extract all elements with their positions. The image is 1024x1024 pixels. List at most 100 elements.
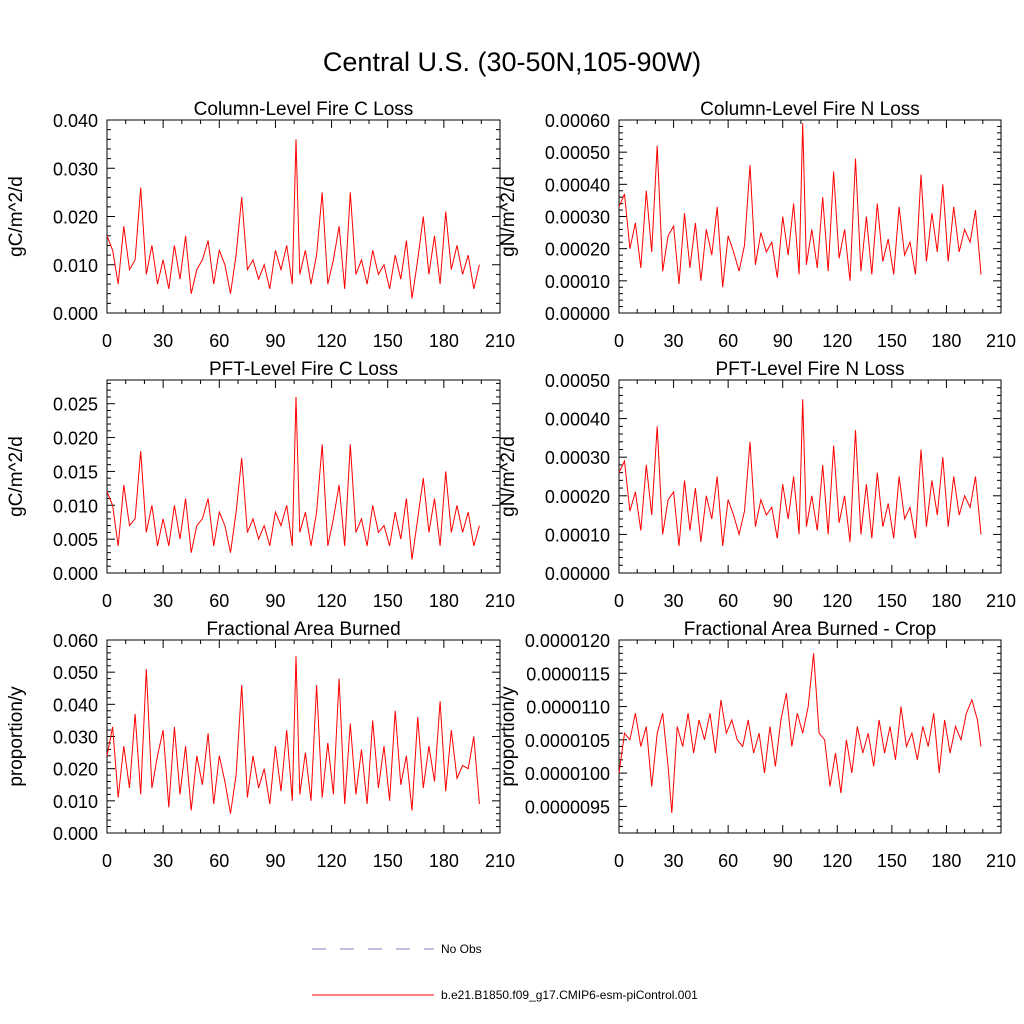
x-tick-label: 30: [664, 851, 684, 871]
x-tick-label: 120: [822, 851, 852, 871]
x-tick-label: 30: [153, 591, 173, 611]
y-tick-label: 0.00040: [545, 175, 610, 195]
y-tick-label: 0.000: [53, 824, 98, 844]
series-line-pft-level-fire-c-loss: [106, 396, 480, 560]
panel-title: Fractional Area Burned: [206, 619, 400, 640]
panels-container: Column-Level Fire C Loss 0 30 60 90 120 150 180…: [6, 99, 1016, 871]
legend-model-label: b.e21.B1850.f09_g17.CMIP6-esm-piControl.…: [441, 988, 698, 1002]
y-tick-label: 0.00010: [545, 525, 610, 545]
x-tick-label: 30: [153, 851, 173, 871]
x-tick-label: 150: [877, 851, 907, 871]
y-tick-label: 0.00030: [545, 208, 610, 228]
x-tick-label: 90: [265, 591, 285, 611]
y-tick-label: 0.015: [53, 462, 98, 482]
panel-column-level-fire-n-loss: Column-Level Fire N Loss 0 30 60 90 120 150 180…: [498, 99, 1016, 351]
panel-title: PFT-Level Fire C Loss: [209, 359, 398, 380]
x-tick-label: 120: [317, 851, 347, 871]
x-tick-label: 0: [614, 851, 624, 871]
y-tick-label: 0.00050: [545, 143, 610, 163]
series-line-pft-level-fire-n-loss: [618, 399, 982, 547]
x-tick-label: 120: [822, 591, 852, 611]
y-tick-label: 0.0000120: [525, 631, 610, 651]
series-line-column-level-fire-c-loss: [106, 139, 480, 299]
x-tick-label: 60: [718, 591, 738, 611]
y-axis-label: gN/m^2/d: [498, 176, 519, 257]
y-tick-label: 0.020: [53, 208, 98, 228]
y-axis-label: gC/m^2/d: [6, 436, 27, 517]
x-tick-label: 150: [373, 591, 403, 611]
x-tick-label: 210: [485, 331, 515, 351]
x-tick-label: 210: [986, 331, 1016, 351]
x-tick-label: 0: [102, 851, 112, 871]
plot-frame: [106, 119, 501, 314]
x-tick-label: 90: [265, 851, 285, 871]
legend-obs-label: No Obs: [441, 942, 482, 956]
x-tick-label: 0: [614, 591, 624, 611]
legend: No Obs b.e21.B1850.f09_g17.CMIP6-esm-piC…: [312, 942, 698, 1002]
y-tick-label: 0.040: [53, 695, 98, 715]
x-tick-label: 60: [718, 331, 738, 351]
y-tick-label: 0.040: [53, 111, 98, 131]
x-tick-label: 210: [485, 591, 515, 611]
y-tick-label: 0.060: [53, 631, 98, 651]
y-tick-label: 0.030: [53, 728, 98, 748]
x-tick-label: 180: [429, 331, 459, 351]
x-tick-label: 60: [209, 851, 229, 871]
plot-frame: [106, 379, 501, 574]
x-tick-label: 30: [664, 591, 684, 611]
y-tick-label: 0.020: [53, 429, 98, 449]
y-tick-label: 0.00040: [545, 410, 610, 430]
panel-pft-level-fire-n-loss: PFT-Level Fire N Loss 0 30 60 90 120 150 180 210…: [498, 359, 1016, 611]
plot-frame: [618, 379, 1002, 574]
x-tick-label: 30: [664, 331, 684, 351]
y-tick-label: 0.000: [53, 564, 98, 584]
y-tick-label: 0.020: [53, 760, 98, 780]
x-tick-label: 90: [773, 331, 793, 351]
x-tick-label: 60: [209, 331, 229, 351]
plot-frame: [618, 119, 1002, 314]
x-tick-label: 210: [485, 851, 515, 871]
panel-title: Fractional Area Burned - Crop: [684, 619, 936, 640]
y-tick-label: 0.00020: [545, 487, 610, 507]
y-tick-label: 0.010: [53, 792, 98, 812]
x-tick-label: 180: [931, 591, 961, 611]
x-tick-label: 210: [986, 851, 1016, 871]
x-tick-label: 180: [429, 591, 459, 611]
x-tick-label: 0: [102, 331, 112, 351]
y-tick-label: 0.00030: [545, 448, 610, 468]
panel-pft-level-fire-c-loss: PFT-Level Fire C Loss 0 30 60 90 120 150 180 210…: [6, 359, 515, 611]
panel-fractional-area-burned: Fractional Area Burned 0 30 60 90 120 150 180 21…: [6, 619, 515, 871]
series-line-fractional-area-burned-crop: [618, 653, 982, 814]
y-tick-label: 0.00050: [545, 371, 610, 391]
x-tick-label: 180: [931, 851, 961, 871]
x-tick-label: 180: [429, 851, 459, 871]
panel-fractional-area-burned-crop: Fractional Area Burned - Crop 0 30 60 90 120 1…: [498, 619, 1016, 871]
y-tick-label: 0.0000095: [525, 797, 610, 817]
x-tick-label: 0: [102, 591, 112, 611]
y-axis-label: gN/m^2/d: [498, 436, 519, 517]
y-tick-label: 0.00060: [545, 111, 610, 131]
y-tick-label: 0.010: [53, 256, 98, 276]
plot-frame: [106, 639, 501, 834]
y-axis-label: gC/m^2/d: [6, 176, 27, 257]
y-tick-label: 0.030: [53, 159, 98, 179]
figure-title: Central U.S. (30-50N,105-90W): [323, 47, 701, 77]
y-tick-label: 0.0000115: [526, 664, 610, 684]
x-tick-label: 90: [265, 331, 285, 351]
y-tick-label: 0.0000110: [526, 698, 610, 718]
y-axis-label: proportion/y: [6, 686, 27, 787]
x-tick-label: 90: [773, 591, 793, 611]
y-tick-label: 0.025: [53, 395, 98, 415]
x-tick-label: 60: [718, 851, 738, 871]
x-tick-label: 210: [986, 591, 1016, 611]
x-tick-label: 150: [373, 851, 403, 871]
series-line-fractional-area-burned: [106, 656, 480, 814]
x-tick-label: 120: [822, 331, 852, 351]
plot-frame: [618, 639, 1002, 834]
panel-title: Column-Level Fire N Loss: [700, 99, 920, 120]
y-tick-label: 0.00010: [545, 272, 610, 292]
y-tick-label: 0.005: [53, 530, 98, 550]
x-tick-label: 180: [931, 331, 961, 351]
x-tick-label: 60: [209, 591, 229, 611]
